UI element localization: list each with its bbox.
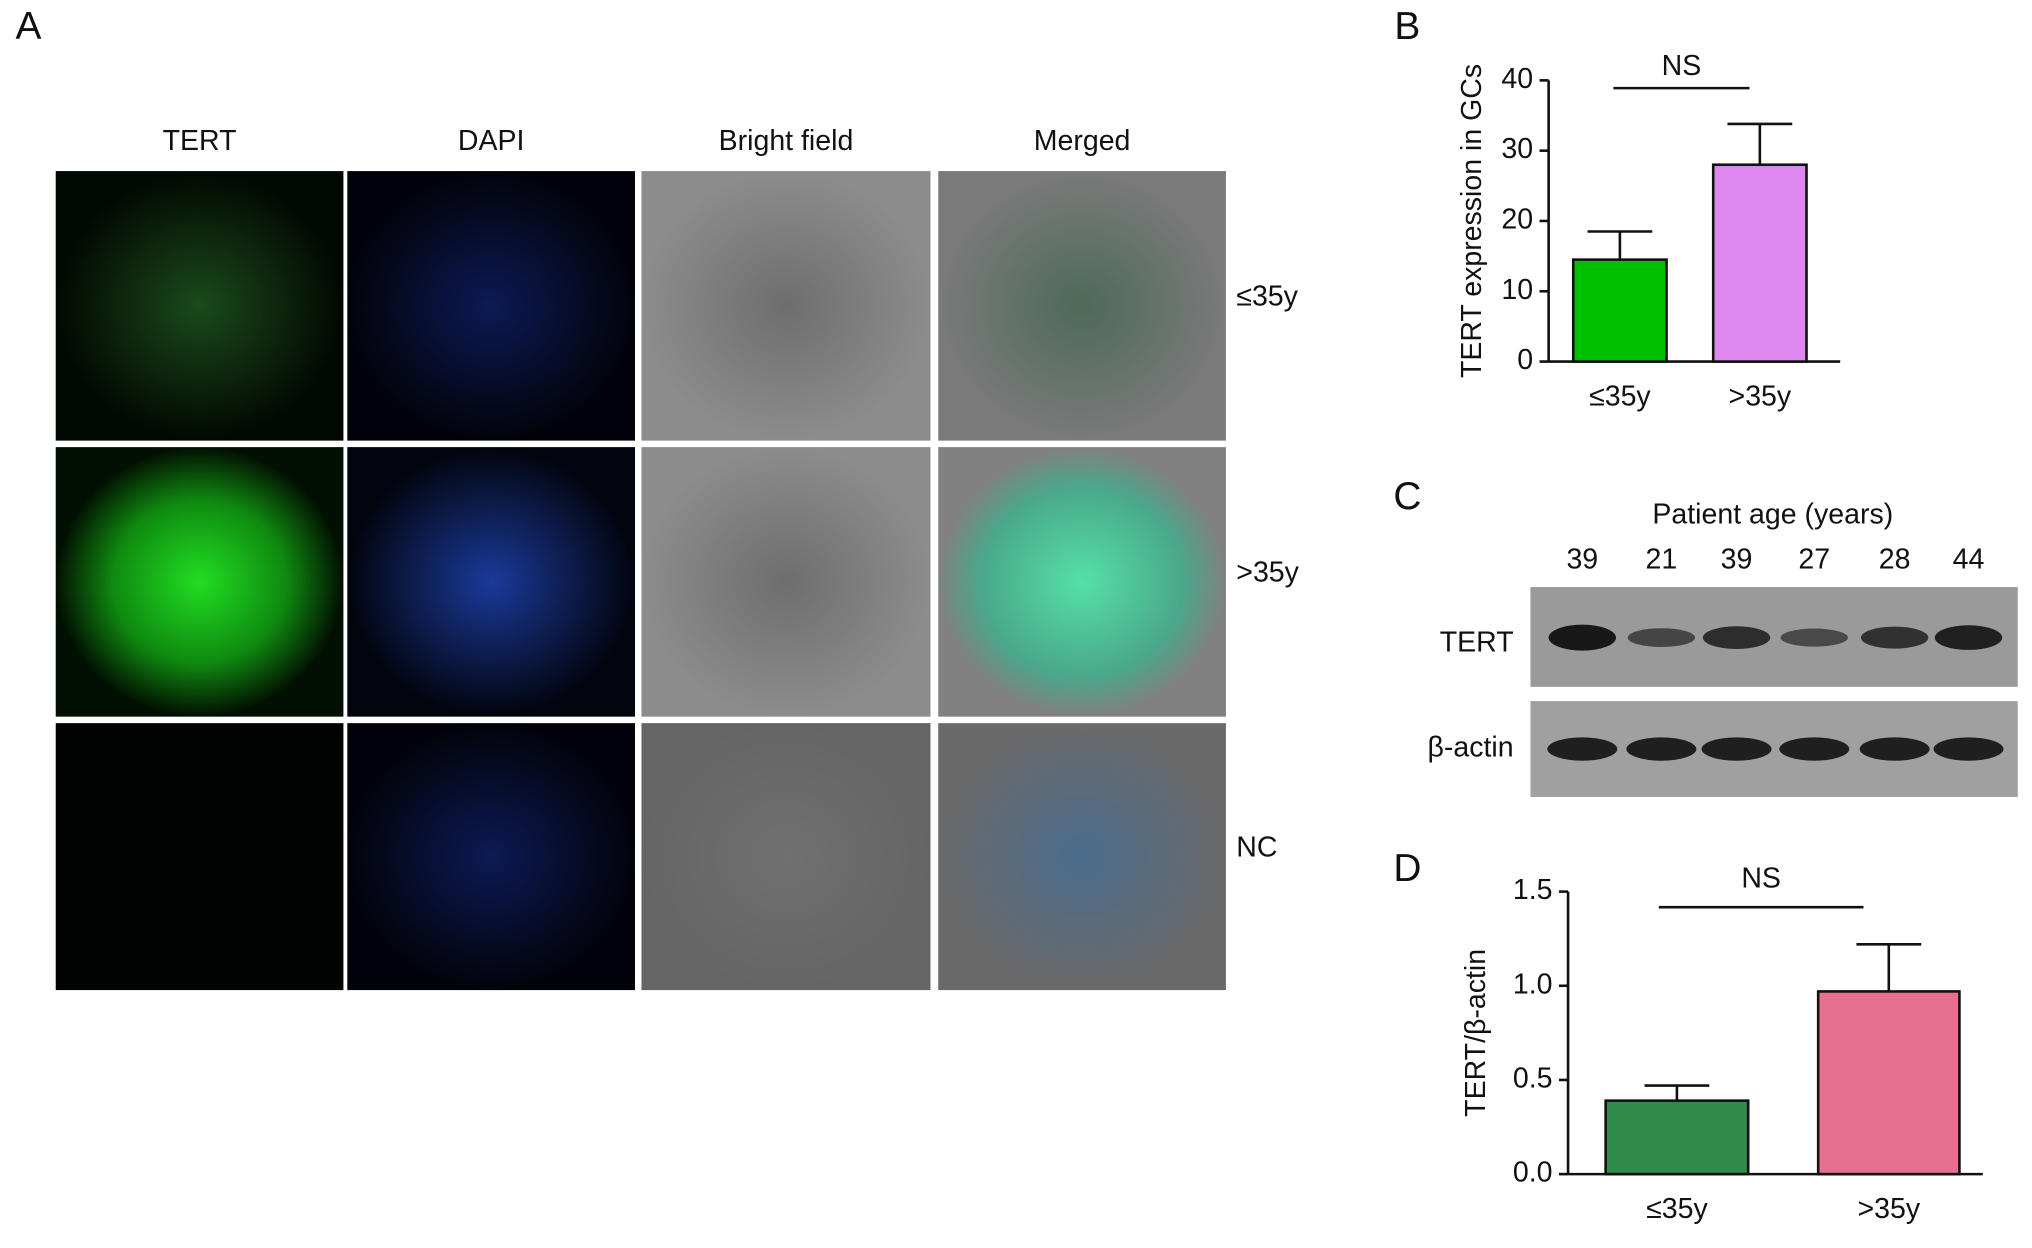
micrograph	[347, 723, 635, 991]
y-tick-label: 1.0	[1513, 968, 1553, 1000]
lane-label: 39	[1721, 544, 1753, 576]
panel-label: A	[16, 5, 42, 48]
significance-label: NS	[1741, 862, 1781, 894]
column-header: Merged	[1034, 125, 1131, 157]
column-header: TERT	[163, 125, 237, 157]
y-tick-label: 0.5	[1513, 1062, 1553, 1094]
tert-band	[1860, 626, 1929, 649]
y-axis-label: TERT/β-actin	[1460, 949, 1492, 1117]
y-tick-label: 0.0	[1513, 1157, 1553, 1189]
panel-label: C	[1393, 475, 1421, 518]
micrograph	[347, 171, 635, 441]
micrograph	[55, 723, 344, 991]
blot-title: Patient age (years)	[1652, 498, 1893, 530]
x-tick-label: >35y	[1857, 1193, 1920, 1225]
actin-band	[1779, 737, 1850, 761]
micrograph	[938, 171, 1226, 441]
tert-band	[1780, 628, 1848, 647]
bar	[1816, 990, 1961, 1176]
micrograph	[641, 447, 931, 717]
lane-label: 39	[1566, 544, 1598, 576]
y-tick-label: 40	[1501, 63, 1533, 95]
micrograph	[641, 171, 931, 441]
charts: 0 10 20 30 40 TERT expression in GCs ≤35y >35y N…	[1456, 50, 1983, 1225]
bar	[1711, 163, 1808, 363]
tert-band	[1627, 628, 1696, 648]
micrograph	[938, 447, 1226, 717]
y-tick-label: 10	[1501, 274, 1533, 306]
blot-row-label: β-actin	[1428, 732, 1514, 764]
y-tick-label: 1.5	[1513, 874, 1553, 906]
micrograph	[641, 723, 931, 991]
micrograph	[55, 171, 344, 441]
row-label: >35y	[1236, 557, 1299, 589]
column-header: DAPI	[458, 125, 525, 157]
bar	[1571, 258, 1668, 363]
lane-label: 21	[1646, 544, 1678, 576]
row-label: NC	[1236, 831, 1277, 863]
panel-label: B	[1394, 5, 1420, 48]
x-tick-label: ≤35y	[1589, 380, 1651, 412]
y-tick-label: 30	[1501, 133, 1533, 165]
y-tick-label: 20	[1501, 204, 1533, 236]
panel-label: D	[1393, 847, 1421, 890]
lane-label: 27	[1798, 544, 1830, 576]
micrograph	[938, 723, 1226, 991]
actin-band	[1933, 737, 2004, 761]
actin-band	[1701, 737, 1772, 761]
micrograph	[347, 447, 635, 717]
significance-label: NS	[1662, 50, 1702, 82]
row-label: ≤35y	[1236, 281, 1298, 313]
x-tick-label: >35y	[1729, 380, 1792, 412]
tert-band	[1934, 625, 2003, 650]
x-tick-label: ≤35y	[1646, 1193, 1708, 1225]
panel-labels: A B C D	[16, 5, 1422, 890]
actin-band	[1859, 737, 1930, 761]
column-header: Bright field	[719, 125, 854, 157]
lane-label: 28	[1879, 544, 1911, 576]
tert-band	[1548, 624, 1617, 651]
blot-row-label: TERT	[1440, 627, 1514, 659]
actin-band	[1547, 737, 1618, 761]
bar	[1604, 1099, 1750, 1176]
microscopy-panel: TERT DAPI Bright field Merged ≤35y >35y NC	[55, 125, 1300, 991]
y-axis-label: TERT expression in GCs	[1456, 64, 1488, 378]
actin-band	[1626, 737, 1697, 761]
micrograph	[55, 447, 344, 717]
western-blot-panel: Patient age (years) 39 21 39 27 28 44 TERT β-act…	[1428, 498, 2018, 798]
lane-label: 44	[1953, 544, 1985, 576]
tert-band	[1702, 626, 1771, 649]
y-tick-label: 0	[1517, 344, 1533, 376]
